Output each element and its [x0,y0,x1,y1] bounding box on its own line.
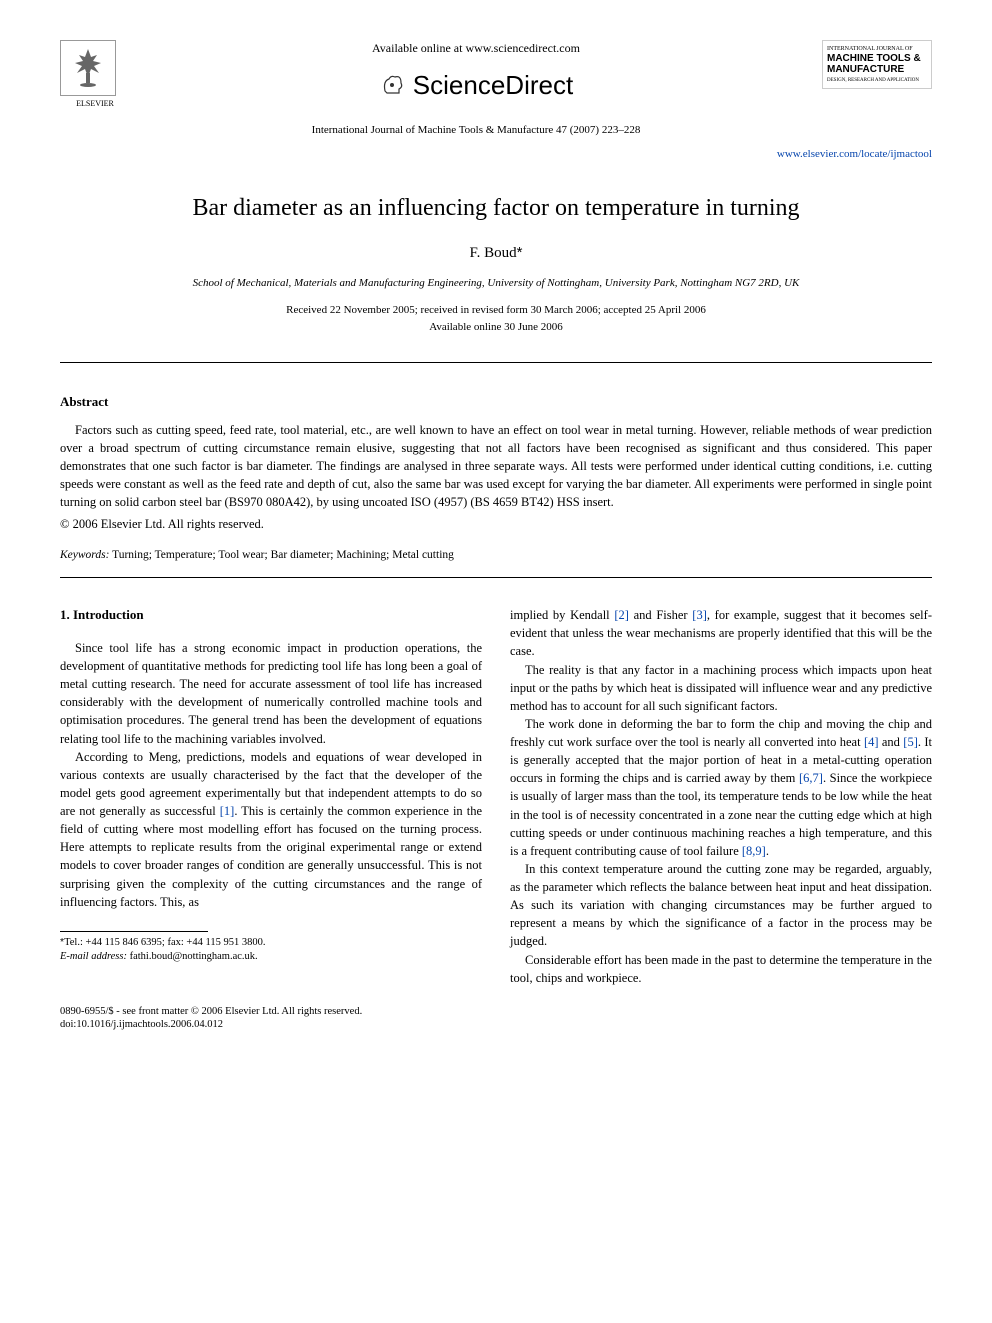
para-4: The reality is that any factor in a mach… [510,661,932,715]
footnote: *Tel.: +44 115 846 6395; fax: +44 115 95… [60,936,482,963]
sciencedirect-logo: ScienceDirect [150,67,802,103]
keywords-text: Turning; Temperature; Tool wear; Bar dia… [109,549,454,561]
dates-line-2: Available online 30 June 2006 [60,320,932,335]
citation-1[interactable]: [1] [220,804,235,818]
abstract-copyright: © 2006 Elsevier Ltd. All rights reserved… [60,516,932,534]
journal-cover-title: MACHINE TOOLS & MANUFACTURE [827,53,927,75]
author-line: F. Boud* [60,242,932,264]
abstract-text: Factors such as cutting speed, feed rate… [60,421,932,512]
section-heading: 1. Introduction [60,606,482,625]
keywords-label: Keywords: [60,549,109,561]
author-marker: * [517,244,523,261]
citation-67[interactable]: [6,7] [799,771,823,785]
available-online-text: Available online at www.sciencedirect.co… [150,40,802,57]
para-7: Considerable effort has been made in the… [510,951,932,987]
journal-link-row: www.elsevier.com/locate/ijmactool [60,147,932,162]
page-header: ELSEVIER Available online at www.science… [60,40,932,139]
footnote-email-label: E-mail address: [60,951,127,962]
citation-4[interactable]: [4] [864,735,879,749]
citation-5[interactable]: [5] [903,735,918,749]
body-columns: 1. Introduction Since tool life has a st… [60,606,932,987]
abstract-section: Abstract Factors such as cutting speed, … [60,393,932,533]
journal-cover-subtitle: DESIGN, RESEARCH AND APPLICATION [827,77,927,84]
para-2: According to Meng, predictions, models a… [60,748,482,911]
rule-above-abstract [60,362,932,363]
page-footer: 0890-6955/$ - see front matter © 2006 El… [60,1005,932,1032]
citation-89[interactable]: [8,9] [742,844,766,858]
sciencedirect-text: ScienceDirect [413,67,573,103]
column-left: 1. Introduction Since tool life has a st… [60,606,482,987]
journal-link[interactable]: www.elsevier.com/locate/ijmactool [777,148,932,160]
rule-below-keywords [60,577,932,578]
para-3: implied by Kendall [2] and Fisher [3], f… [510,606,932,660]
citation-2[interactable]: [2] [614,608,629,622]
journal-cover-pretitle: INTERNATIONAL JOURNAL OF [827,45,927,53]
article-title: Bar diameter as an influencing factor on… [60,192,932,226]
keywords-line: Keywords: Turning; Temperature; Tool wea… [60,547,932,563]
doi-line: doi:10.1016/j.ijmachtools.2006.04.012 [60,1018,932,1032]
column-right: implied by Kendall [2] and Fisher [3], f… [510,606,932,987]
para-1: Since tool life has a strong economic im… [60,639,482,748]
affiliation: School of Mechanical, Materials and Manu… [60,276,932,291]
footnote-rule [60,931,208,932]
journal-cover: INTERNATIONAL JOURNAL OF MACHINE TOOLS &… [822,40,932,89]
para-6: In this context temperature around the c… [510,860,932,951]
sciencedirect-icon [379,71,407,99]
footnote-tel: *Tel.: +44 115 846 6395; fax: +44 115 95… [60,936,482,950]
elsevier-tree-icon [60,40,116,96]
footnote-email-line: E-mail address: fathi.boud@nottingham.ac… [60,950,482,964]
dates-line-1: Received 22 November 2005; received in r… [60,303,932,318]
center-header: Available online at www.sciencedirect.co… [130,40,822,139]
para-5: The work done in deforming the bar to fo… [510,715,932,860]
publisher-logo: ELSEVIER [60,40,130,109]
journal-reference: International Journal of Machine Tools &… [150,123,802,138]
footnote-email: fathi.boud@nottingham.ac.uk. [127,951,258,962]
publisher-name: ELSEVIER [60,98,130,109]
abstract-heading: Abstract [60,393,932,411]
issn-line: 0890-6955/$ - see front matter © 2006 El… [60,1005,932,1019]
citation-3[interactable]: [3] [692,608,707,622]
author-name: F. Boud [470,245,517,261]
